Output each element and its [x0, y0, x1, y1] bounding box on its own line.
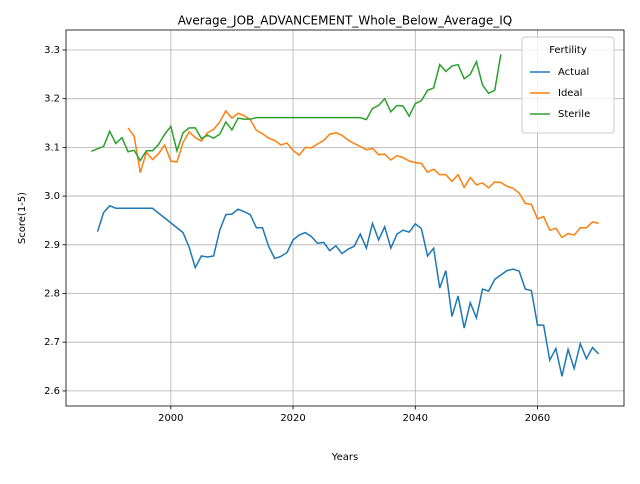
- legend-label: Ideal: [558, 88, 582, 99]
- line-series: [96, 204, 600, 377]
- y-tick-label: 3.3: [44, 45, 60, 56]
- legend-label: Sterile: [558, 109, 590, 120]
- y-tick-label: 3.0: [44, 191, 60, 202]
- y-tick-label: 2.8: [44, 288, 60, 299]
- legend-label: Actual: [558, 67, 589, 78]
- y-tick-label: 2.7: [44, 337, 60, 348]
- y-axis-label: Score(1-5): [17, 192, 28, 244]
- legend-title: Fertility: [549, 45, 587, 56]
- chart-title: Average_JOB_ADVANCEMENT_Whole_Below_Aver…: [178, 14, 512, 28]
- line-series: [127, 109, 599, 239]
- x-tick-label: 2000: [158, 413, 183, 424]
- y-tick-label: 3.2: [44, 94, 60, 105]
- x-tick-label: 2020: [280, 413, 305, 424]
- x-tick-label: 2040: [403, 413, 428, 424]
- legend-box: [521, 36, 615, 134]
- y-tick-label: 2.9: [44, 240, 60, 251]
- y-tick-label: 3.1: [44, 142, 60, 153]
- x-axis-label: Years: [331, 452, 358, 463]
- y-tick-label: 2.6: [44, 386, 60, 397]
- line-series: [91, 54, 502, 162]
- plot-frame: [65, 29, 625, 407]
- x-tick-label: 2060: [525, 413, 550, 424]
